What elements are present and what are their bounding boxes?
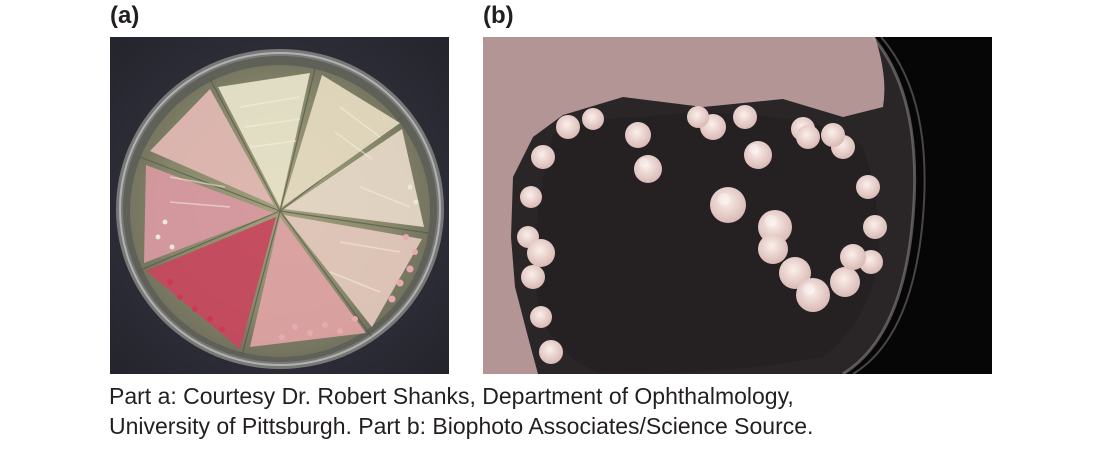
- petri-dish-b-illustration: [483, 37, 992, 374]
- caption-line-1: Part a: Courtesy Dr. Robert Shanks, Depa…: [109, 383, 794, 409]
- petri-dish-a-illustration: [110, 37, 449, 374]
- petri-dish-white-colonies-photo: [483, 37, 992, 374]
- photo-credit-caption: Part a: Courtesy Dr. Robert Shanks, Depa…: [109, 381, 813, 441]
- panel-b-label: (b): [483, 2, 514, 29]
- panel-a-label: (a): [110, 2, 140, 29]
- petri-dish-radial-streaks-photo: [110, 37, 449, 374]
- caption-line-2: University of Pittsburgh. Part b: Biopho…: [109, 413, 814, 439]
